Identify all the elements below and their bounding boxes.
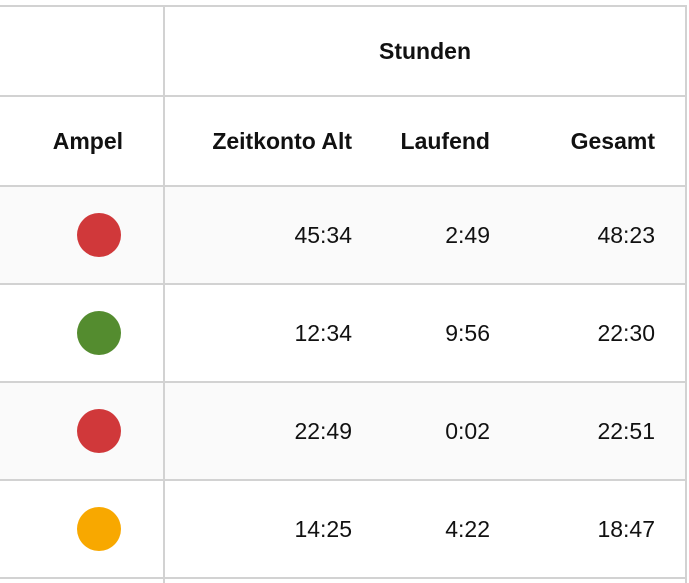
column-header: Gesamt bbox=[570, 128, 655, 154]
row-divider bbox=[0, 577, 687, 579]
row-divider bbox=[0, 185, 687, 187]
cell-value: 48:23 bbox=[597, 222, 655, 248]
column-header: Zeitkonto Alt bbox=[212, 128, 352, 154]
row-divider bbox=[0, 283, 687, 285]
status-dot bbox=[77, 507, 121, 551]
row-divider bbox=[0, 479, 687, 481]
column-divider bbox=[163, 5, 165, 583]
column-divider bbox=[685, 5, 687, 583]
cell-value: 22:49 bbox=[294, 418, 352, 444]
cell-value: 22:51 bbox=[597, 418, 655, 444]
cell-value: 22:30 bbox=[597, 320, 655, 346]
row-divider bbox=[0, 95, 687, 97]
row-divider bbox=[0, 381, 687, 383]
column-header: Ampel bbox=[52, 128, 123, 154]
row-divider bbox=[0, 5, 687, 7]
cell-value: 18:47 bbox=[597, 516, 655, 542]
cell-value: 9:56 bbox=[445, 320, 490, 346]
status-dot bbox=[77, 311, 121, 355]
column-header: Laufend bbox=[400, 128, 490, 154]
cell-value: 0:02 bbox=[445, 418, 490, 444]
status-dot bbox=[77, 409, 121, 453]
cell-value: 2:49 bbox=[445, 222, 490, 248]
status-dot bbox=[77, 213, 121, 257]
cell-value: 45:34 bbox=[294, 222, 352, 248]
cell-value: 14:25 bbox=[294, 516, 352, 542]
group-header: Stunden bbox=[379, 38, 471, 64]
cell-value: 4:22 bbox=[445, 516, 490, 542]
cell-value: 12:34 bbox=[294, 320, 352, 346]
